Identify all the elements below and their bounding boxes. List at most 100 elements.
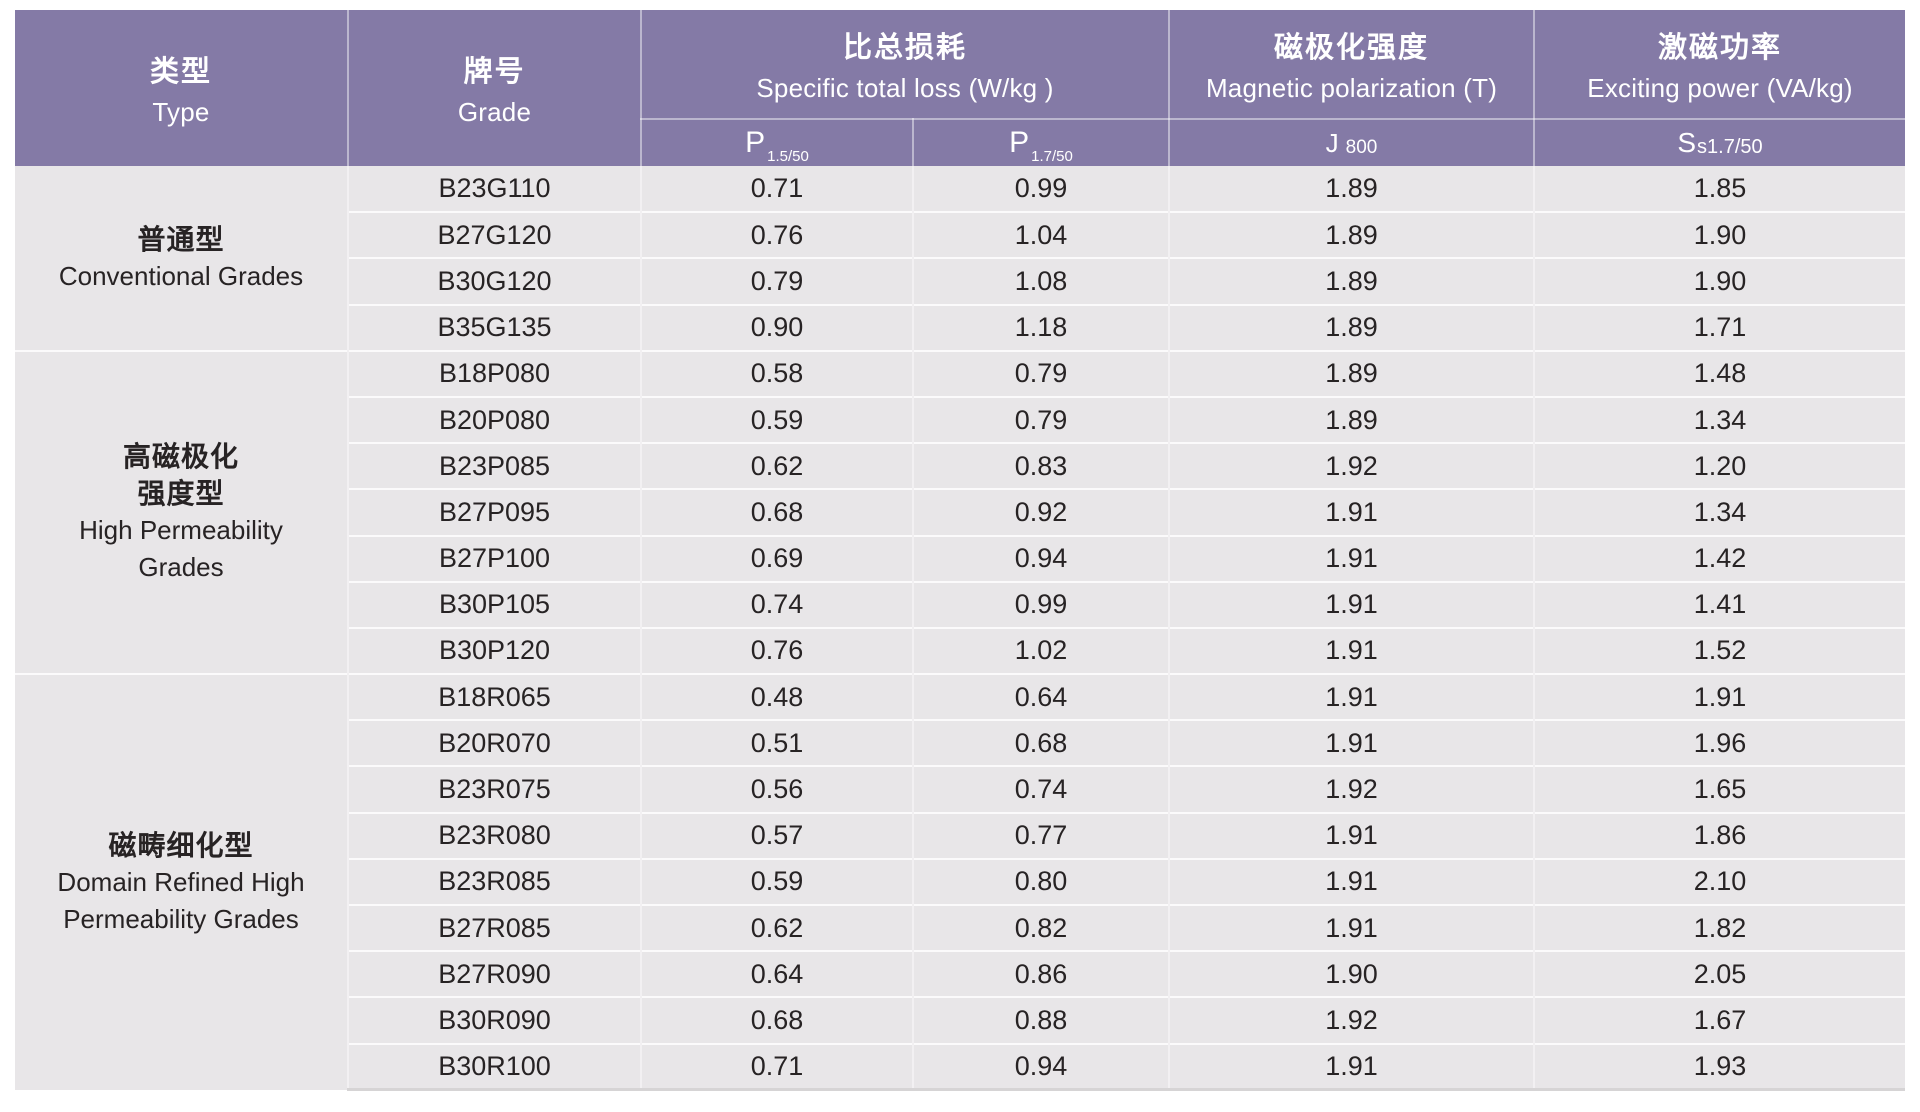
j800-cell: 1.91 bbox=[1169, 626, 1536, 675]
p17-cell: 0.77 bbox=[913, 811, 1171, 859]
j800-cell: 1.90 bbox=[1169, 950, 1536, 998]
grade-cell: B30P120 bbox=[348, 626, 642, 675]
grade-header-cell: 牌号 Grade bbox=[348, 10, 642, 166]
ss-cell: 1.91 bbox=[1534, 673, 1906, 721]
grade-cell: B30R100 bbox=[348, 1042, 642, 1092]
p15-cell: 0.62 bbox=[641, 903, 914, 952]
table-row: 普通型 Conventional Grades B23G110 0.71 0.9… bbox=[15, 166, 1906, 351]
table-row: B30R090 0.68 0.88 1.92 1.67 bbox=[15, 996, 1906, 1044]
table-row: B30P105 0.74 0.99 1.91 1.41 bbox=[15, 580, 1906, 628]
type-group-cell-high-permeability: 高磁极化 强度型 High Permeability Grades bbox=[15, 349, 349, 675]
p17-cell: 0.68 bbox=[913, 719, 1171, 767]
table-row: B35G135 0.90 1.18 1.89 1.71 bbox=[15, 303, 1906, 351]
group-label-zh: 高磁极化 bbox=[122, 441, 239, 473]
p17-cell: 0.83 bbox=[913, 442, 1171, 490]
p15-cell: 0.48 bbox=[641, 673, 914, 721]
table-row: B27R090 0.64 0.86 1.90 2.05 bbox=[15, 950, 1906, 998]
p17-cell: 0.92 bbox=[913, 488, 1171, 536]
j800-cell: 1.92 bbox=[1169, 996, 1536, 1044]
ss-cell: 1.48 bbox=[1534, 349, 1906, 397]
grade-cell: B27R090 bbox=[348, 950, 642, 998]
p17-cell: 0.79 bbox=[913, 349, 1171, 397]
table-row: B20P080 0.59 0.79 1.89 1.34 bbox=[15, 395, 1906, 444]
p15-cell: 0.58 bbox=[641, 349, 914, 397]
table-row: B27P100 0.69 0.94 1.91 1.42 bbox=[15, 534, 1906, 582]
j800-symbol: J bbox=[1325, 127, 1339, 158]
grade-cell: B23P085 bbox=[348, 442, 642, 490]
group-label-en: High Permeability bbox=[79, 515, 283, 546]
grade-cell: B27P095 bbox=[348, 488, 642, 536]
table-row: B23R085 0.59 0.80 1.91 2.10 bbox=[15, 857, 1906, 905]
ss-cell: 1.82 bbox=[1534, 903, 1906, 952]
grade-cell: B23G110 bbox=[348, 166, 642, 213]
specific-loss-header-cell: 比总损耗 Specific total loss (W/kg ) bbox=[641, 10, 1171, 120]
ss-subscript: s1.7/50 bbox=[1697, 136, 1763, 158]
p17-cell: 0.99 bbox=[913, 580, 1171, 628]
table-row: B20R070 0.51 0.68 1.91 1.96 bbox=[15, 719, 1906, 767]
p15-cell: 0.76 bbox=[641, 626, 914, 675]
p17-symbol: P bbox=[1009, 126, 1030, 159]
p15-cell: 0.79 bbox=[641, 257, 914, 305]
j800-cell: 1.91 bbox=[1169, 719, 1536, 767]
grade-cell: B30R090 bbox=[348, 996, 642, 1044]
p15-cell: 0.76 bbox=[641, 211, 914, 259]
p15-cell: 0.62 bbox=[641, 442, 914, 490]
ss-cell: 1.65 bbox=[1534, 765, 1906, 813]
grade-cell: B18R065 bbox=[348, 673, 642, 721]
table-header: 类型 Type 牌号 Grade 比总损耗 Specific total los… bbox=[15, 10, 1906, 166]
table-row: B27P095 0.68 0.92 1.91 1.34 bbox=[15, 488, 1906, 536]
p15-cell: 0.74 bbox=[641, 580, 914, 628]
p15-cell: 0.64 bbox=[641, 950, 914, 998]
table-row: B23R075 0.56 0.74 1.92 1.65 bbox=[15, 765, 1906, 813]
grade-cell: B27G120 bbox=[348, 211, 642, 259]
exciting-power-header-en: Exciting power (VA/kg) bbox=[1587, 73, 1853, 103]
j800-cell: 1.92 bbox=[1169, 442, 1536, 490]
grade-cell: B23R085 bbox=[348, 857, 642, 905]
p17-cell: 0.86 bbox=[913, 950, 1171, 998]
p17-cell: 1.18 bbox=[913, 303, 1171, 351]
j800-cell: 1.91 bbox=[1169, 811, 1536, 859]
header-row-sub: P 1.5/50 P 1.7/50 J 800 Ss1.7/50 bbox=[15, 119, 1906, 166]
type-group-cell-domain-refined: 磁畴细化型 Domain Refined High Permeability Gr… bbox=[15, 673, 349, 1090]
p15-cell: 0.71 bbox=[641, 1042, 914, 1092]
ss-cell: 1.93 bbox=[1534, 1042, 1906, 1092]
p15-subscript: 1.5/50 bbox=[767, 148, 809, 165]
j800-cell: 1.89 bbox=[1169, 211, 1536, 259]
grade-cell: B20R070 bbox=[348, 719, 642, 767]
table-row: 磁畴细化型 Domain Refined High Permeability Gr… bbox=[15, 673, 1906, 1090]
ss-cell: 1.34 bbox=[1534, 395, 1906, 444]
table-body: 普通型 Conventional Grades B23G110 0.71 0.9… bbox=[15, 166, 1906, 1092]
p17-cell: 0.88 bbox=[913, 996, 1171, 1044]
ss-cell: 1.42 bbox=[1534, 534, 1906, 582]
specific-loss-header-en: Specific total loss (W/kg ) bbox=[756, 73, 1054, 103]
type-header-cell: 类型 Type bbox=[15, 10, 349, 166]
ss-symbol: S bbox=[1677, 127, 1697, 158]
grade-cell: B23R080 bbox=[348, 811, 642, 859]
j800-cell: 1.91 bbox=[1169, 1042, 1536, 1092]
ss-cell: 1.85 bbox=[1534, 166, 1906, 213]
table-row: B23R080 0.57 0.77 1.91 1.86 bbox=[15, 811, 1906, 859]
magnetic-polarization-header-cell: 磁极化强度 Magnetic polarization (T) bbox=[1169, 10, 1536, 120]
j800-cell: 1.91 bbox=[1169, 673, 1536, 721]
p17-cell: 0.94 bbox=[913, 534, 1171, 582]
grade-cell: B35G135 bbox=[348, 303, 642, 351]
group-label-en: Conventional Grades bbox=[58, 260, 304, 291]
group-label-en: Permeability Grades bbox=[63, 903, 299, 934]
ss-cell: 1.86 bbox=[1534, 811, 1906, 859]
p15-symbol: P bbox=[745, 126, 766, 159]
j800-cell: 1.91 bbox=[1169, 534, 1536, 582]
p17-subheader-cell: P 1.7/50 bbox=[913, 119, 1171, 166]
group-label-en: Grades bbox=[138, 552, 224, 583]
ss-cell: 1.71 bbox=[1534, 303, 1906, 351]
group-label-zh: 普通型 bbox=[137, 223, 225, 255]
exciting-power-header-zh: 激磁功率 bbox=[1658, 32, 1783, 64]
ss-cell: 1.20 bbox=[1534, 442, 1906, 490]
p15-cell: 0.90 bbox=[641, 303, 914, 351]
p17-cell: 0.94 bbox=[913, 1042, 1171, 1092]
ss-cell: 1.41 bbox=[1534, 580, 1906, 628]
p17-cell: 1.08 bbox=[913, 257, 1171, 305]
ss-cell: 1.52 bbox=[1534, 626, 1906, 675]
type-group-cell-conventional: 普通型 Conventional Grades bbox=[15, 166, 349, 351]
p17-cell: 0.64 bbox=[913, 673, 1171, 721]
grade-cell: B27R085 bbox=[348, 903, 642, 952]
